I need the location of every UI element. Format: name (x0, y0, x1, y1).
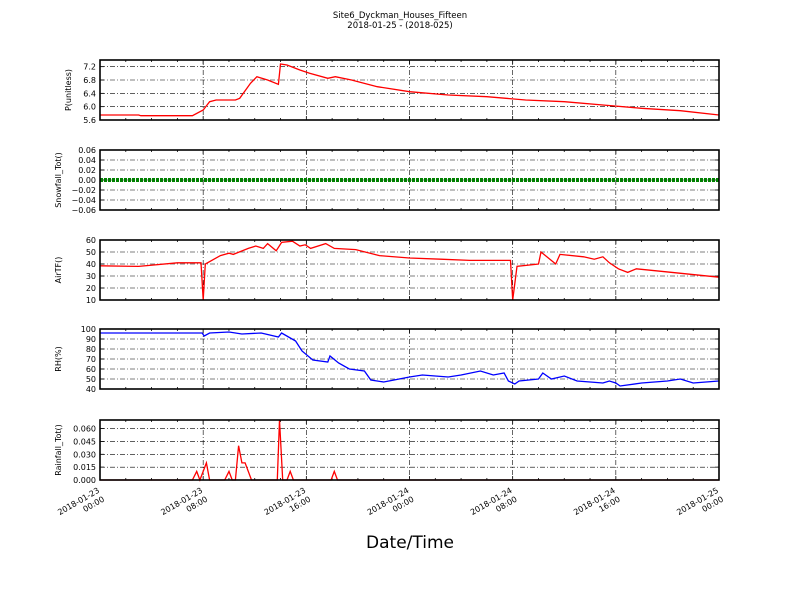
y-tick-label: 20 (86, 284, 96, 293)
y-tick-label: 0.02 (78, 166, 96, 175)
y-tick-label: 0.015 (73, 463, 96, 472)
y-axis-label: Rainfall_Tot() (54, 424, 63, 476)
y-tick-label: −0.02 (71, 186, 96, 195)
y-tick-label: 7.2 (83, 63, 96, 72)
y-tick-label: 50 (86, 375, 96, 384)
y-tick-label: −0.04 (71, 196, 96, 205)
y-tick-label: 0.030 (73, 450, 96, 459)
y-axis-label: RH(%) (54, 346, 63, 371)
y-tick-label: 10 (86, 296, 96, 305)
y-tick-label: 6.8 (83, 76, 96, 85)
y-tick-label: 30 (86, 272, 96, 281)
series-line (100, 331, 720, 387)
panel-2: −0.06−0.04−0.020.000.020.040.06 Snowfall_… (54, 146, 720, 215)
y-tick-label: 40 (86, 260, 96, 269)
y-tick-label: 6.4 (83, 89, 96, 98)
y-tick-label: 0.06 (78, 146, 96, 155)
y-tick-label: 0.00 (78, 176, 96, 185)
y-tick-label: 5.6 (83, 116, 96, 125)
x-axis-label: Date/Time (366, 533, 454, 553)
y-tick-label: 0.04 (78, 156, 96, 165)
y-tick-label: 0.045 (73, 437, 96, 446)
panel-1: 5.6 6.0 6.4 6.8 7.2 P(unitless) (64, 59, 720, 125)
y-tick-label: 0.000 (73, 476, 96, 485)
axes-frame (99, 59, 720, 121)
panel-3: 10 20 30 40 50 60 AirTF() (54, 236, 720, 305)
y-tick-label: −0.06 (71, 206, 96, 215)
y-axis-label: Snowfall_Tot() (54, 152, 63, 208)
y-tick-label: 60 (86, 365, 96, 374)
y-axis-label: P(unitless) (64, 69, 73, 111)
axes-frame (99, 419, 720, 481)
axes-frame (99, 328, 720, 390)
y-tick-label: 80 (86, 345, 96, 354)
x-tick-label: 2018-01-2400:00 (366, 486, 416, 526)
x-tick-label: 2018-01-2416:00 (572, 486, 622, 526)
x-tick-label: 2018-01-2500:00 (675, 486, 725, 526)
series-line (99, 240, 720, 301)
axes-frame (99, 239, 720, 301)
x-tick-label: 2018-01-2316:00 (263, 486, 313, 526)
x-tick-label: 2018-01-2308:00 (159, 486, 209, 526)
x-tick-label: 2018-01-2408:00 (469, 486, 519, 526)
y-tick-label: 40 (86, 385, 96, 394)
y-tick-label: 50 (86, 248, 96, 257)
chart-title-block: Site6_Dyckman_Houses_Fifteen 2018-01-25 … (0, 11, 800, 31)
y-tick-label: 100 (81, 325, 96, 334)
x-tick-label: 2018-01-2300:00 (56, 486, 106, 526)
y-tick-label: 60 (86, 236, 96, 245)
y-tick-label: 6.0 (83, 103, 96, 112)
y-tick-label: 0.060 (73, 425, 96, 434)
chart-title: Site6_Dyckman_Houses_Fifteen (332, 11, 468, 21)
axes-frame (99, 149, 720, 211)
y-axis-label: AirTF() (54, 257, 63, 284)
series-line (100, 63, 720, 117)
y-tick-label: 70 (86, 355, 96, 364)
chart-subtitle: 2018-01-25 - (2018-025) (347, 21, 453, 31)
y-tick-label: 90 (86, 335, 96, 344)
panel-5: 0.000 0.015 0.030 0.045 0.060 Rainfall_Tot() (54, 419, 720, 485)
